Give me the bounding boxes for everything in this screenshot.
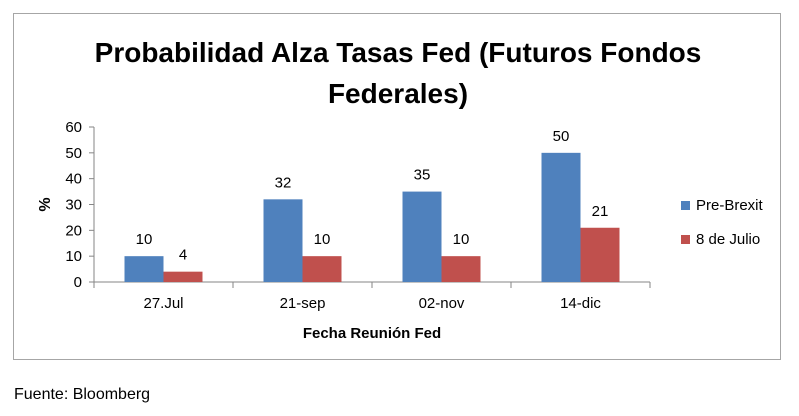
legend-swatch (681, 235, 690, 244)
bar (124, 256, 164, 282)
bar (541, 152, 581, 282)
data-label: 21 (592, 203, 609, 220)
legend-swatch (681, 201, 690, 210)
x-tick-label: 27.Jul (143, 295, 183, 312)
bar (263, 199, 303, 282)
y-tick-label: 50 (65, 145, 82, 162)
data-label: 10 (314, 231, 331, 248)
x-tick-label: 21-sep (280, 295, 326, 312)
bar (402, 191, 442, 282)
chart-frame: Probabilidad Alza Tasas Fed (Futuros Fon… (13, 13, 781, 360)
y-tick-label: 0 (74, 274, 82, 291)
y-tick-label: 20 (65, 222, 82, 239)
y-axis-title: % (37, 197, 54, 211)
chart-title-line-1: Probabilidad Alza Tasas Fed (Futuros Fon… (94, 37, 702, 68)
data-label: 35 (414, 167, 431, 184)
chart-title: Probabilidad Alza Tasas Fed (Futuros Fon… (14, 32, 782, 114)
x-axis-title: Fecha Reunión Fed (303, 325, 441, 342)
y-tick-label: 30 (65, 197, 82, 214)
data-label: 10 (136, 231, 153, 248)
bar (163, 271, 203, 282)
source-note: Fuente: Bloomberg (14, 386, 151, 403)
chart-title-line-2: Federales) (327, 78, 469, 109)
x-tick-label: 14-dic (560, 295, 601, 312)
y-tick-label: 40 (65, 171, 82, 188)
data-label: 32 (275, 174, 292, 191)
data-label: 10 (453, 231, 470, 248)
data-label: 50 (553, 128, 570, 145)
y-tick-label: 60 (65, 119, 82, 136)
bar (580, 227, 620, 282)
bar (302, 256, 342, 282)
legend-label: Pre-Brexit (696, 197, 764, 214)
legend-label: 8 de Julio (696, 231, 760, 248)
data-label: 4 (179, 247, 187, 264)
bar (441, 256, 481, 282)
y-tick-label: 10 (65, 248, 82, 265)
x-tick-label: 02-nov (419, 295, 465, 312)
bar-chart: 0 10 20 30 40 50 60% 10 4 27.Jul 32 10 21-sep 35 10 02-… (37, 119, 764, 342)
